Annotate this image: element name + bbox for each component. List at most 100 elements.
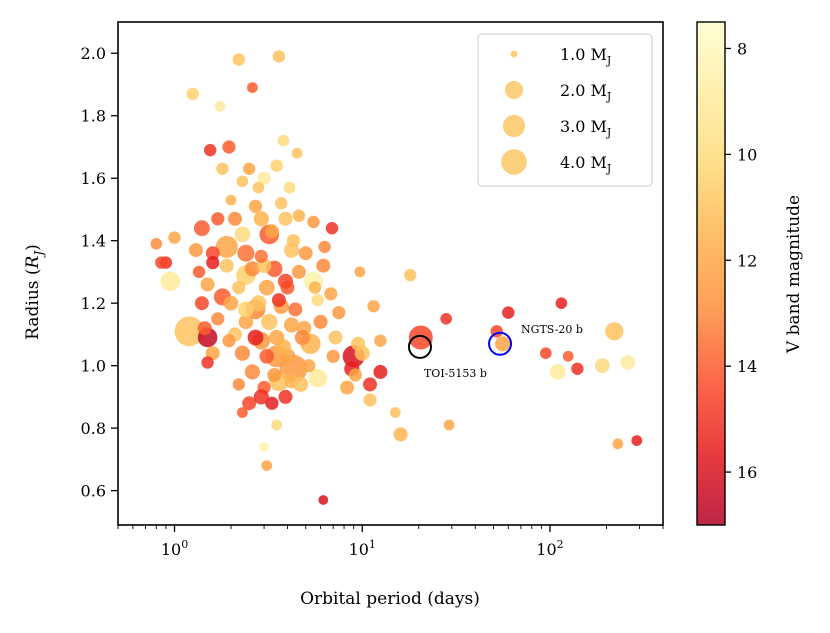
y-tick-label: 1.2 [81, 294, 106, 313]
data-point [267, 368, 282, 382]
x-tick-label: 101 [349, 538, 376, 559]
data-point [318, 495, 329, 505]
y-axis-label: Radius (RJ) [23, 244, 46, 340]
data-point [302, 359, 316, 373]
highlight-markers: TOI-5153 b NGTS-20 b [407, 323, 583, 380]
x-tick-label: 100 [161, 538, 188, 559]
data-point [443, 419, 455, 431]
data-point [237, 244, 255, 262]
colorbar-tick-label: 10 [737, 145, 757, 164]
legend-marker [510, 50, 518, 58]
data-point [325, 222, 339, 235]
data-point [168, 231, 181, 244]
y-tick-label: 0.8 [81, 419, 106, 438]
highlight-label: NGTS-20 b [521, 323, 583, 336]
x-tick-label: 102 [536, 538, 563, 559]
y-tick-label: 2.0 [81, 44, 106, 63]
data-point [271, 419, 283, 431]
data-point [292, 209, 306, 222]
data-point [211, 212, 225, 226]
data-point [307, 215, 320, 229]
data-point [278, 389, 293, 404]
data-point [316, 258, 331, 273]
legend-marker [504, 80, 524, 100]
data-point [571, 362, 584, 375]
data-point [277, 273, 294, 289]
data-point [374, 334, 387, 347]
data-point [243, 162, 256, 175]
data-point [194, 296, 209, 311]
legend-label: 2.0 MJ [560, 81, 611, 103]
colorbar: 8 10 12 14 16 [696, 21, 757, 526]
data-point [234, 345, 250, 361]
data-point [259, 349, 275, 364]
data-point [253, 389, 269, 405]
data-point [197, 321, 212, 336]
legend-box [477, 33, 653, 187]
data-point [205, 246, 220, 261]
data-point [254, 249, 268, 263]
data-point [242, 396, 257, 411]
data-point [277, 134, 290, 147]
data-point [495, 336, 511, 352]
data-point [253, 211, 269, 227]
colorbar-tick-label: 14 [737, 357, 757, 376]
data-point [271, 293, 286, 308]
data-point [367, 300, 380, 313]
data-point [232, 281, 246, 295]
data-point [308, 281, 322, 294]
data-point [261, 313, 278, 331]
data-point [631, 435, 643, 446]
data-point [216, 162, 229, 175]
data-point [354, 266, 366, 278]
legend-marker [502, 114, 526, 138]
y-tick-label: 1.0 [81, 357, 106, 376]
colorbar-tick-label: 8 [737, 39, 747, 58]
data-point [259, 442, 269, 452]
data-point [237, 407, 248, 418]
data-point [222, 140, 236, 154]
data-point [275, 339, 291, 355]
data-point [150, 238, 163, 250]
highlight-ring [488, 331, 513, 356]
data-point [555, 297, 568, 310]
data-point [332, 306, 346, 320]
data-point [160, 271, 181, 292]
data-point [293, 376, 309, 392]
data-point [404, 268, 417, 282]
data-point [298, 246, 313, 261]
data-point [393, 427, 408, 442]
data-point [363, 393, 377, 407]
data-point [258, 279, 275, 296]
data-point [238, 314, 254, 330]
data-point [228, 211, 242, 226]
data-point [540, 347, 552, 360]
data-point [252, 181, 265, 194]
data-point [288, 302, 303, 317]
colorbar-tick-label: 12 [737, 251, 757, 270]
data-point [272, 50, 286, 63]
scatter-points [150, 50, 643, 505]
data-point [562, 350, 574, 362]
data-point [223, 295, 239, 311]
data-point [232, 378, 245, 391]
data-point [326, 349, 340, 363]
data-point [605, 322, 624, 341]
data-point [318, 240, 331, 254]
data-point [324, 287, 338, 301]
data-point [214, 101, 226, 112]
data-point [348, 368, 362, 382]
data-point [283, 181, 296, 194]
data-point [234, 226, 251, 243]
data-point [440, 313, 453, 325]
legend-label: 4.0 MJ [560, 153, 611, 175]
y-tick-label: 1.6 [81, 169, 106, 188]
data-point [620, 355, 636, 370]
legend: 1.0 MJ 2.0 MJ 3.0 MJ 4.0 MJ [477, 33, 653, 187]
data-point [225, 194, 237, 206]
data-point [308, 368, 328, 388]
data-point [311, 293, 324, 307]
data-point [244, 261, 260, 277]
data-point [502, 306, 515, 319]
